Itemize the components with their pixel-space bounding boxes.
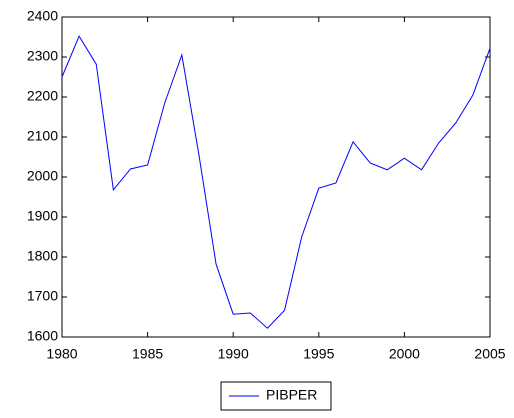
x-tick-label: 2005 <box>474 346 505 362</box>
x-tick-label: 1985 <box>132 346 163 362</box>
y-tick-label: 1800 <box>27 248 58 264</box>
y-tick-label: 1900 <box>27 208 58 224</box>
x-tick-label: 1990 <box>218 346 249 362</box>
legend-box <box>220 381 332 411</box>
series-line <box>61 35 491 329</box>
y-tick-label: 2400 <box>27 8 58 24</box>
x-tick-label: 1980 <box>46 346 77 362</box>
plot-frame <box>61 16 491 338</box>
y-tick-label: 1600 <box>27 328 58 344</box>
x-tick-label: 1995 <box>303 346 334 362</box>
y-tick-label: 2200 <box>27 88 58 104</box>
y-tick-label: 2000 <box>27 168 58 184</box>
y-tick-label: 1700 <box>27 288 58 304</box>
y-tick-label: 2100 <box>27 128 58 144</box>
x-tick-label: 2000 <box>389 346 420 362</box>
y-tick-label: 2300 <box>27 48 58 64</box>
legend-label: PIBPER <box>266 387 317 403</box>
